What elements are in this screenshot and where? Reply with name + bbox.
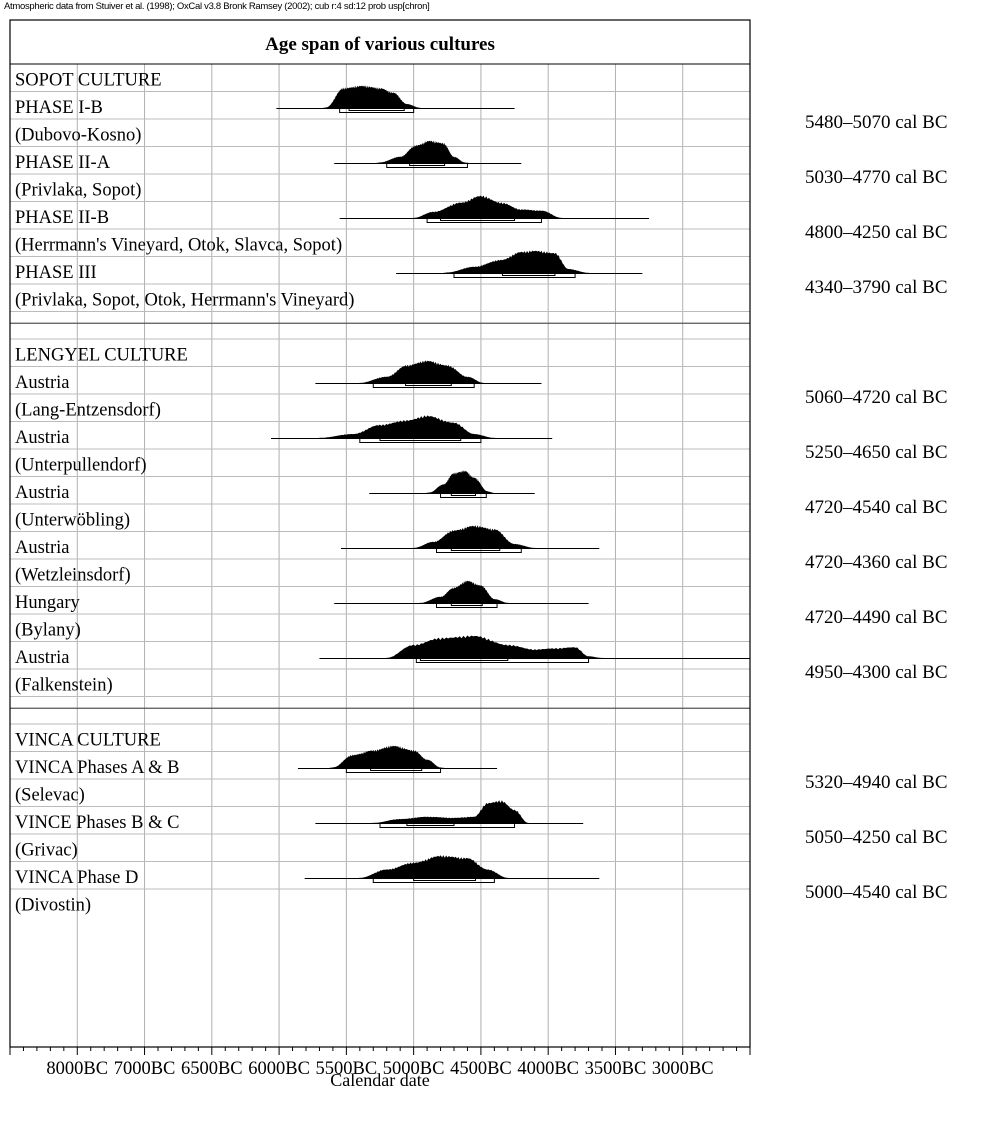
range-label: 5250–4650 cal BC [805,442,948,464]
site-label: (Herrmann's Vineyard, Otok, Slavca, Sopo… [15,235,342,255]
range-label: 4950–4300 cal BC [805,662,948,684]
range-95-bracket [386,163,468,169]
header-note: Atmospheric data from Stuiver et al. (19… [4,1,430,12]
sample-label: PHASE II-B [15,208,109,228]
range-95-bracket [426,218,542,224]
site-label: (Falkenstein) [15,675,113,695]
range-label: 5060–4720 cal BC [805,387,948,409]
x-tick-label: 4000BC [517,1059,579,1079]
range-label: 5320–4940 cal BC [805,772,948,794]
site-label: (Selevac) [15,785,85,805]
range-label: 5030–4770 cal BC [805,167,948,189]
plot-frame [9,19,751,1048]
probability-distribution [378,635,611,659]
site-label: (Unterwöbling) [15,510,130,530]
x-tick-label: 8000BC [46,1059,108,1079]
probability-distribution [405,525,543,549]
range-95-bracket [436,603,498,609]
range-95-bracket [453,273,576,279]
x-tick-label: 5000BC [383,1059,445,1079]
range-95-bracket [339,108,415,114]
range-label: 4720–4490 cal BC [805,607,948,629]
sample-label: Austria [15,483,69,503]
range-label: 4720–4540 cal BC [805,497,948,519]
range-95-bracket [415,658,590,664]
range-label: 4720–4360 cal BC [805,552,948,574]
x-tick-label: 5500BC [316,1059,378,1079]
x-tick-label: 6000BC [248,1059,310,1079]
range-95-bracket [440,493,487,499]
range-label: 4340–3790 cal BC [805,277,948,299]
sample-label: Austria [15,538,69,558]
range-95-bracket [345,768,442,774]
probability-distribution [371,140,473,164]
probability-distribution [311,415,503,439]
range-68-bracket [370,768,423,772]
probability-distribution [324,745,449,769]
range-label: 4800–4250 cal BC [805,222,948,244]
range-68-bracket [450,603,483,607]
probability-distribution [421,470,496,494]
site-label: (Privlaka, Sopot, Otok, Herrmann's Viney… [15,290,354,310]
site-label: (Divostin) [15,895,91,915]
range-68-bracket [419,658,509,662]
site-label: (Privlaka, Sopot) [15,180,141,200]
site-label: (Lang-Entzensdorf) [15,400,161,420]
probability-distribution [365,800,537,824]
sample-label: PHASE II-A [15,153,111,173]
x-tick-label: 6500BC [181,1059,243,1079]
sample-label: Austria [15,373,69,393]
sample-label: VINCA Phases A & B [15,758,179,778]
section-heading: LENGYEL CULTURE [15,345,188,365]
range-68-bracket [450,493,477,497]
range-95-bracket [372,878,495,884]
sample-label: VINCA Phase D [15,868,138,888]
site-label: (Dubovo-Kosno) [15,125,141,145]
range-68-bracket [379,438,462,442]
sample-label: Hungary [15,593,80,613]
site-label: (Unterpullendorf) [15,455,147,475]
sample-label: VINCE Phases B & C [15,813,179,833]
range-68-bracket [440,218,516,222]
sample-label: Austria [15,428,69,448]
range-label: 5000–4540 cal BC [805,882,948,904]
sample-label: PHASE III [15,263,97,283]
site-label: (Bylany) [15,620,81,640]
sample-label: Austria [15,648,69,668]
probability-distribution [412,580,516,604]
range-95-bracket [379,823,516,829]
range-68-bracket [405,383,452,387]
chart-title: Age span of various cultures [265,34,495,55]
probability-distribution [318,85,429,109]
range-68-bracket [413,878,477,882]
range-68-bracket [409,163,446,167]
x-tick-label: 3500BC [585,1059,647,1079]
site-label: (Grivac) [15,840,78,860]
section-heading: SOPOT CULTURE [15,70,162,90]
x-tick-label: 3000BC [652,1059,714,1079]
probability-distribution [351,855,516,879]
x-tick-label: 4500BC [450,1059,512,1079]
x-axis-title: Calendar date [330,1070,430,1090]
range-label: 5050–4250 cal BC [805,827,948,849]
site-label: (Wetzleinsdorf) [15,565,131,585]
range-label: 5480–5070 cal BC [805,112,948,134]
range-68-bracket [501,273,556,277]
range-95-bracket [372,383,475,389]
sample-label: PHASE I-B [15,98,103,118]
probability-distribution [351,360,492,384]
x-tick-label: 7000BC [114,1059,176,1079]
range-68-bracket [450,548,501,552]
range-68-bracket [406,823,455,827]
probability-distribution [405,195,570,219]
range-68-bracket [348,108,405,112]
range-95-bracket [359,438,482,444]
range-95-bracket [436,548,522,554]
section-heading: VINCA CULTURE [15,730,161,750]
probability-distribution [439,250,597,274]
